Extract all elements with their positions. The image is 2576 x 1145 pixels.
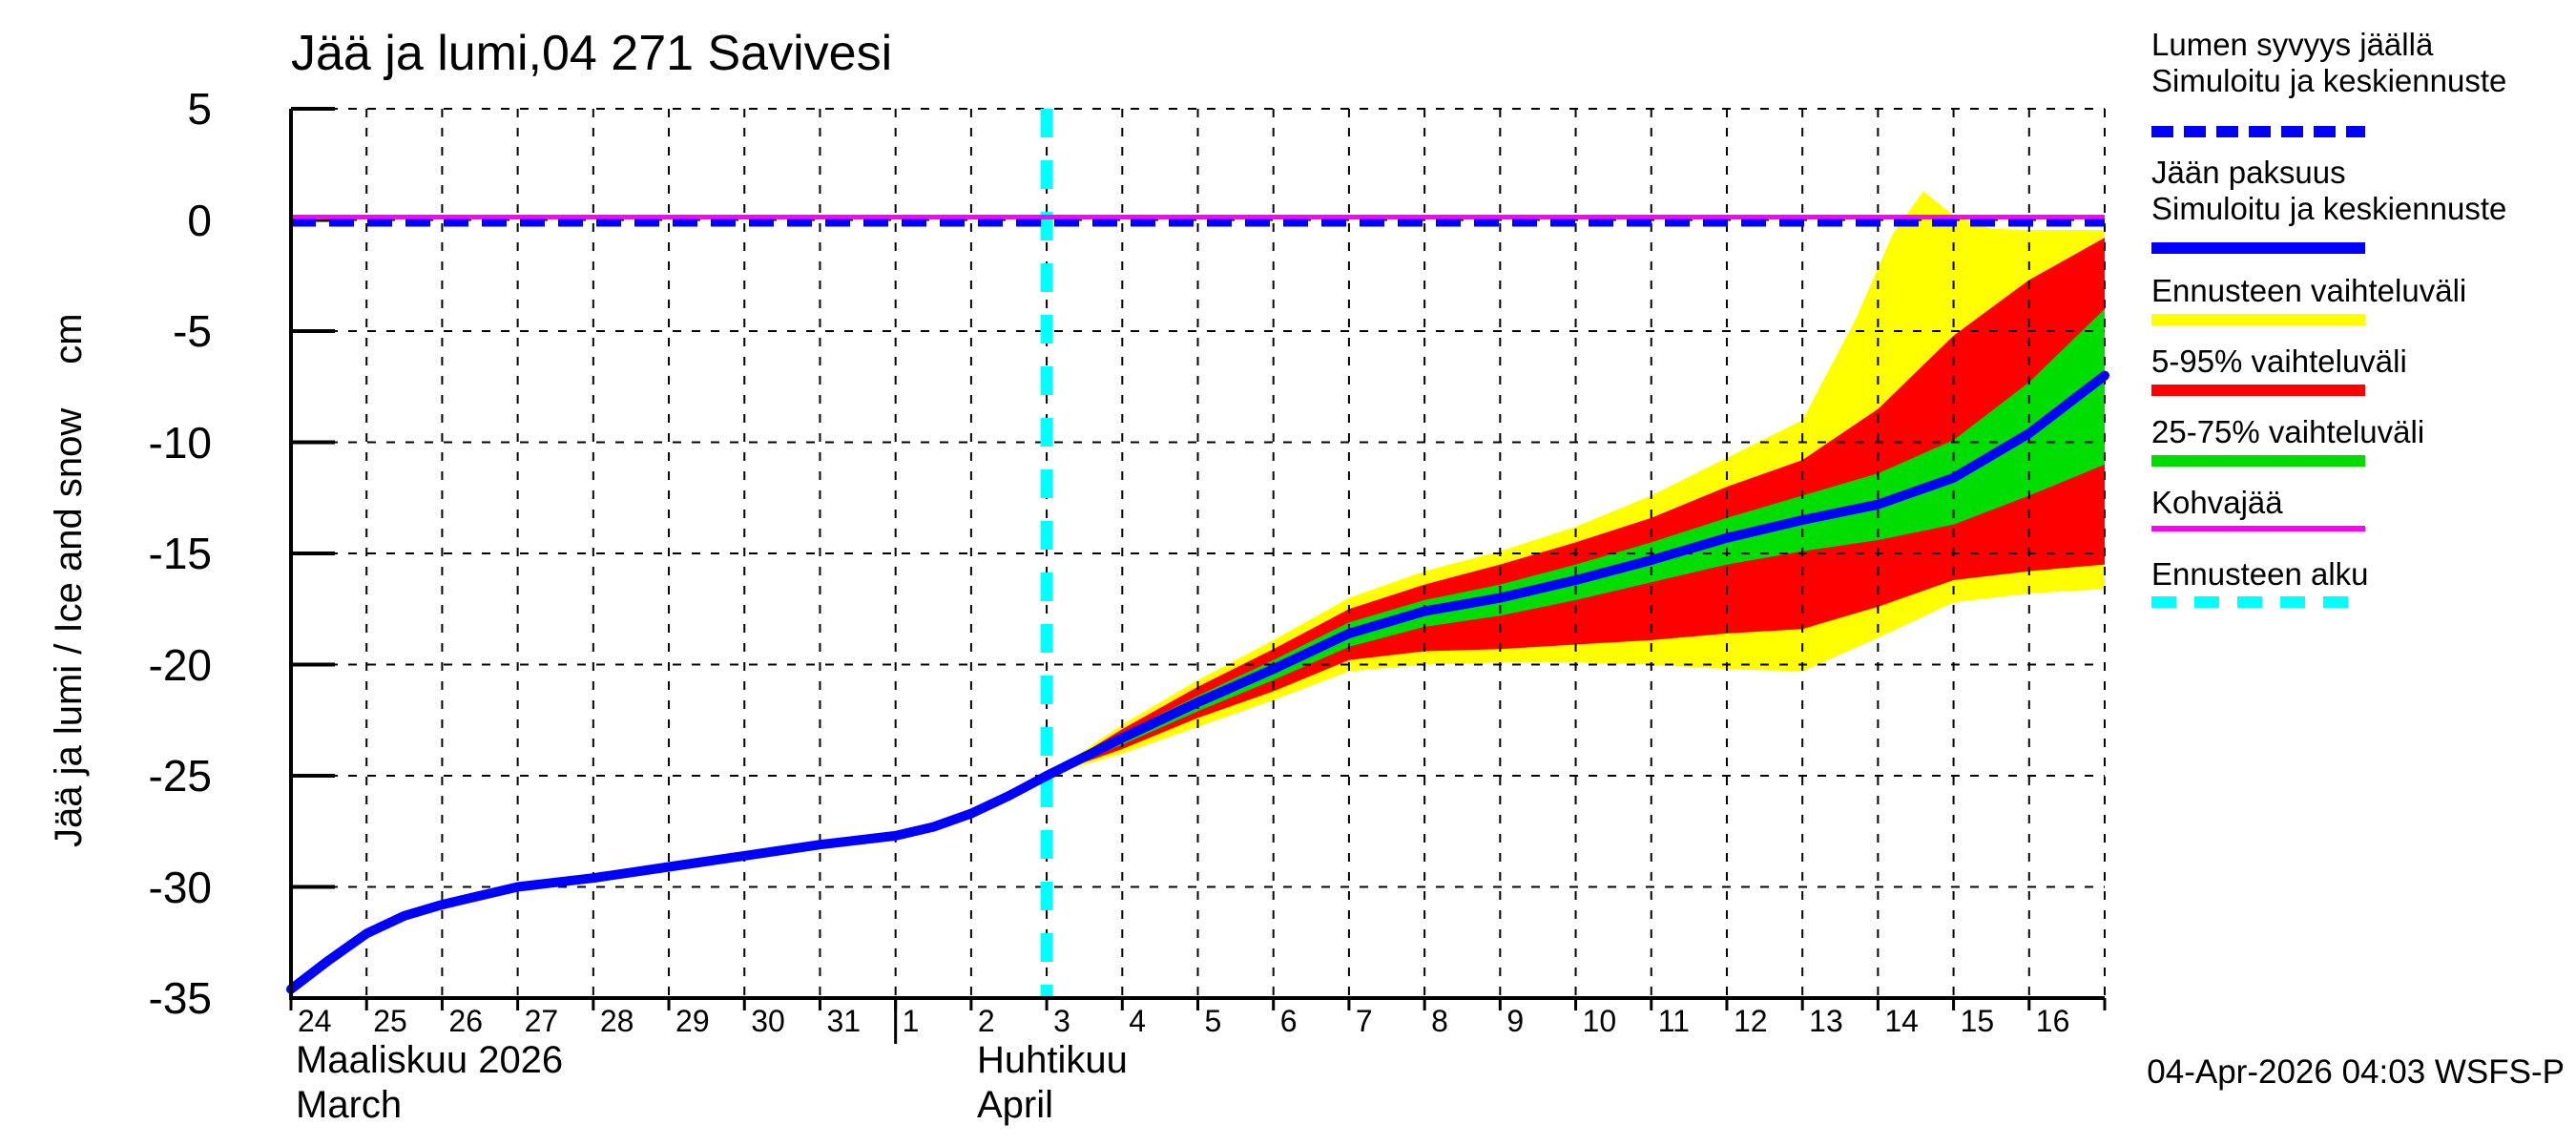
ice-history-line [286, 771, 1052, 994]
legend-entry-label-line: Ennusteen vaihteluväli [2151, 273, 2467, 308]
y-tick-label: -10 [148, 417, 212, 468]
x-tick-label: 6 [1279, 1004, 1298, 1038]
legend-entry-label: Jään paksuus Simuloitu ja keskiennuste [2151, 155, 2506, 227]
legend-entry-label: Kohvajää [2151, 485, 2283, 521]
month-label-march-en: March [296, 1084, 403, 1126]
x-tick-label: 31 [826, 1004, 862, 1038]
x-tick-label: 13 [1809, 1004, 1843, 1038]
timestamp: 04-Apr-2026 04:03 WSFS-P [2147, 1053, 2565, 1091]
x-tick-label: 29 [675, 1004, 710, 1038]
x-tick-label: 8 [1431, 1004, 1448, 1038]
x-tick-label: 11 [1657, 1004, 1690, 1038]
legend-swatch-blue-solid [2151, 242, 2365, 254]
x-tick-label: 9 [1506, 1004, 1525, 1038]
month-label-march: Maaliskuu 2026 March [296, 1038, 563, 1128]
y-tick-label: 0 [187, 195, 212, 245]
month-label-march-fi: Maaliskuu 2026 [296, 1039, 564, 1081]
legend-swatch-blue-dashed [2151, 126, 2365, 137]
x-tick-label: 4 [1129, 1004, 1147, 1038]
y-tick-label: -35 [148, 973, 212, 1023]
month-label-april: Huhtikuu April [977, 1038, 1128, 1128]
x-tick-label: 12 [1733, 1004, 1768, 1038]
legend-swatch-cyan-dashed [2151, 596, 2365, 608]
legend-entry-label-line: Simuloitu ja keskiennuste [2151, 191, 2507, 226]
x-tick-label: 3 [1053, 1004, 1070, 1038]
legend-entry-label: Ennusteen alku [2151, 556, 2369, 593]
legend-entry-label: Lumen syvyys jäällä Simuloitu ja keskienn… [2151, 27, 2506, 99]
legend-entry-label-line: 5-95% vaihteluväli [2151, 344, 2407, 379]
x-tick-label: 2 [977, 1004, 995, 1038]
x-tick-label: 7 [1355, 1004, 1373, 1038]
x-tick-label: 14 [1884, 1004, 1919, 1038]
y-tick-label: -15 [148, 529, 212, 578]
legend-entry-label-line: Simuloitu ja keskiennuste [2151, 63, 2507, 98]
legend-swatch-yellow-solid [2151, 314, 2365, 325]
x-tick-label: 26 [448, 1004, 483, 1038]
legend-entry-label: 25-75% vaihteluväli [2151, 414, 2424, 450]
month-label-april-fi: Huhtikuu [977, 1039, 1128, 1081]
legend-swatch-red-solid [2151, 385, 2365, 396]
y-tick-label: -20 [148, 639, 212, 690]
y-tick-label: -5 [173, 306, 212, 356]
x-tick-label: 15 [1960, 1004, 1995, 1038]
legend-swatch-green-solid [2151, 455, 2365, 467]
legend-entry-label-line: Ennusteen alku [2151, 556, 2369, 592]
forecast-band-25-75 [1047, 308, 2105, 776]
chart-title: Jää ja lumi,04 271 Savivesi [291, 26, 893, 81]
legend-entry-label-line: 25-75% vaihteluväli [2151, 414, 2425, 449]
y-tick-label: 5 [187, 84, 212, 134]
x-tick-label: 27 [524, 1004, 559, 1038]
x-tick-label: 16 [2035, 1004, 2070, 1038]
x-tick-label: 5 [1204, 1004, 1222, 1038]
x-tick-label: 24 [298, 1004, 332, 1038]
legend-swatch-magenta-solid [2151, 526, 2365, 531]
legend-entry-label-line: Kohvajää [2151, 485, 2283, 520]
legend-entry-label: 5-95% vaihteluväli [2151, 344, 2407, 380]
legend-entry-label-line: Lumen syvyys jäällä [2151, 27, 2434, 62]
month-label-april-en: April [977, 1084, 1054, 1126]
x-tick-label: 28 [599, 1004, 634, 1038]
legend-entry-label: Ennusteen vaihteluväli [2151, 273, 2466, 309]
x-tick-label: 30 [751, 1004, 785, 1038]
ice-median-forecast-line [1042, 370, 2109, 781]
y-tick-label: -25 [148, 751, 212, 801]
x-tick-label: 10 [1582, 1004, 1617, 1038]
legend-entry-label-line: Jään paksuus [2151, 155, 2346, 190]
y-tick-label: -30 [148, 862, 212, 912]
x-tick-label: 1 [902, 1004, 920, 1038]
x-tick-label: 25 [373, 1004, 407, 1038]
